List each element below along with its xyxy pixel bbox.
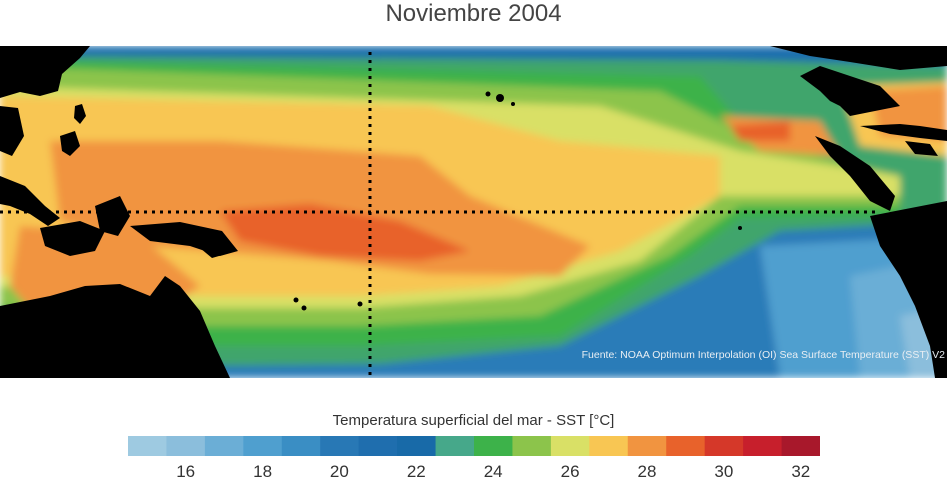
colorbar-swatch xyxy=(627,436,667,456)
colorbar-swatch xyxy=(704,436,744,456)
colorbar-tick-label: 30 xyxy=(714,462,734,481)
colorbar-tick-label: 18 xyxy=(253,462,273,481)
colorbar-swatch xyxy=(358,436,398,456)
colorbar-swatch xyxy=(474,436,513,456)
colorbar-tick-label: 32 xyxy=(791,462,811,481)
colorbar-swatch xyxy=(743,436,783,456)
sst-map xyxy=(0,46,947,378)
colorbar-tick-label: 28 xyxy=(637,462,657,481)
colorbar-tick-label: 20 xyxy=(329,462,349,481)
map-title: Noviembre 2004 xyxy=(385,0,562,27)
colorbar-swatch xyxy=(243,436,283,456)
colorbar-tick-label: 26 xyxy=(560,462,580,481)
colorbar-tick-label: 24 xyxy=(483,462,503,481)
colorbar-swatch xyxy=(589,436,629,456)
colorbar-swatch xyxy=(666,436,706,456)
colorbar-swatch xyxy=(128,436,167,456)
colorbar-label: Temperatura superficial del mar - SST [°… xyxy=(332,412,615,429)
colorbar-swatch xyxy=(320,436,360,456)
colorbar-swatch xyxy=(281,436,321,456)
colorbar-swatch xyxy=(512,436,552,456)
colorbar-swatch xyxy=(550,436,590,456)
colorbar-swatch xyxy=(166,436,206,456)
colorbar-swatch xyxy=(397,436,437,456)
colorbar xyxy=(128,436,820,456)
colorbar-swatch xyxy=(781,436,820,456)
source-caption: Fuente: NOAA Optimum Interpolation (OI) … xyxy=(581,349,945,361)
colorbar-swatch xyxy=(435,436,475,456)
colorbar-tick-label: 16 xyxy=(176,462,196,481)
colorbar-tick-label: 22 xyxy=(406,462,426,481)
colorbar-swatch xyxy=(204,436,244,456)
land-masses xyxy=(0,46,947,378)
